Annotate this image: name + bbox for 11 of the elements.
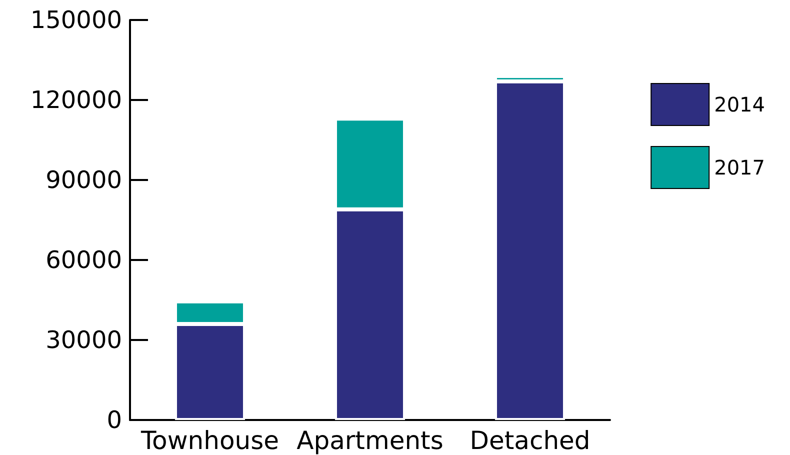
x-tick-label: Detached — [470, 426, 590, 455]
y-tick-label: 30000 — [46, 326, 122, 354]
legend-label: 2017 — [714, 156, 766, 180]
y-tick-label: 60000 — [46, 246, 122, 274]
y-tick-label: 120000 — [30, 86, 122, 114]
legend-label: 2014 — [714, 92, 766, 116]
y-tick-label: 90000 — [46, 166, 122, 194]
y-tick-label: 0 — [106, 406, 122, 434]
x-tick-label: Townhouse — [140, 426, 280, 455]
x-tick-label: Apartments — [296, 426, 444, 455]
y-tick-label: 150000 — [30, 6, 122, 34]
